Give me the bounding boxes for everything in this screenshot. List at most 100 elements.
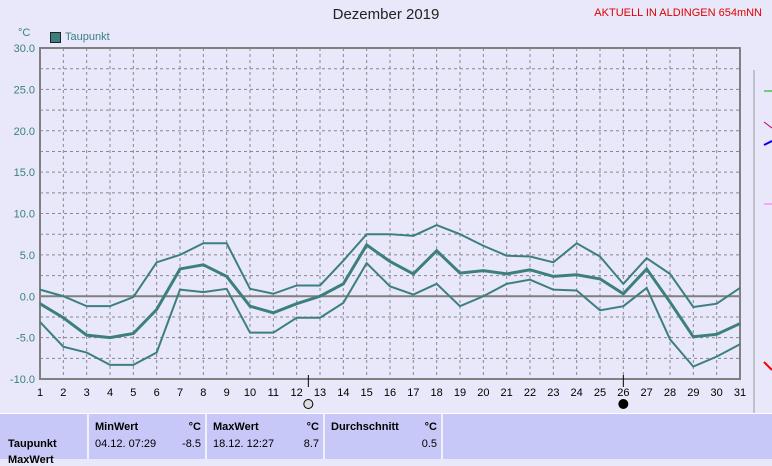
x-tick-label: 14	[337, 387, 349, 399]
data-point	[366, 262, 368, 264]
data-point	[389, 233, 391, 235]
y-tick-label: -10.0	[10, 374, 35, 386]
data-point	[716, 356, 718, 358]
data-point	[552, 261, 554, 263]
neighbor-line	[763, 361, 772, 371]
data-point	[39, 289, 41, 291]
stats-table: Taupunkt MaxWert MinWert °C 04.12. 07:29…	[0, 413, 772, 466]
data-point	[132, 332, 134, 334]
data-point	[272, 293, 274, 295]
x-tick-label: 9	[224, 387, 230, 399]
x-tick-label: 12	[291, 387, 303, 399]
data-point	[389, 285, 391, 287]
chart-area: 30.025.020.015.010.05.00.0-5.0-10.01 2 3 4 5…	[10, 43, 772, 413]
y-tick-label: 30.0	[14, 43, 35, 55]
data-point	[412, 273, 414, 275]
data-point	[342, 302, 344, 304]
data-point	[272, 332, 274, 334]
data-point	[739, 343, 741, 345]
new-moon-icon	[618, 399, 629, 409]
data-point	[552, 289, 554, 291]
data-point	[249, 305, 251, 307]
data-point	[226, 242, 228, 244]
x-tick-label: 8	[200, 387, 206, 399]
x-tick-label: 28	[664, 387, 676, 399]
data-point	[132, 296, 134, 298]
data-point	[716, 303, 718, 305]
station-label: AKTUELL IN ALDINGEN 654mNN	[594, 7, 762, 19]
data-point	[156, 352, 158, 354]
data-point	[342, 283, 344, 285]
data-point	[622, 283, 624, 285]
data-point	[576, 242, 578, 244]
x-tick-label: 5	[130, 387, 136, 399]
data-point	[669, 301, 671, 303]
y-tick-label: -5.0	[16, 333, 35, 345]
data-point	[202, 291, 204, 293]
data-point	[576, 289, 578, 291]
data-point	[459, 233, 461, 235]
data-point	[296, 303, 298, 305]
data-point	[669, 338, 671, 340]
data-point	[156, 261, 158, 263]
y-tick-label: 5.0	[20, 250, 35, 262]
data-point	[62, 295, 64, 297]
data-point	[62, 317, 64, 319]
data-point	[506, 283, 508, 285]
data-point	[506, 255, 508, 257]
data-point	[412, 235, 414, 237]
data-point	[249, 332, 251, 334]
max-cell: MaxWert °C 18.12. 12:27 8.7	[205, 414, 323, 459]
x-tick-label: 10	[244, 387, 256, 399]
avg-cell: Durchschnitt °C 0.5	[323, 414, 443, 459]
x-tick-label: 25	[594, 387, 606, 399]
data-point	[436, 283, 438, 285]
avg-header: Durchschnitt	[331, 421, 399, 433]
x-tick-label: 21	[501, 387, 513, 399]
data-point	[692, 366, 694, 368]
x-tick-label: 17	[407, 387, 419, 399]
x-tick-label: 13	[314, 387, 326, 399]
x-tick-label: 11	[268, 387, 279, 399]
data-point	[109, 364, 111, 366]
data-point	[436, 224, 438, 226]
data-point	[226, 288, 228, 290]
x-tick-label: 7	[177, 387, 183, 399]
x-tick-label: 23	[547, 387, 559, 399]
max-value: 8.7	[303, 438, 319, 450]
data-point	[692, 336, 694, 338]
data-point	[319, 317, 321, 319]
data-point	[716, 333, 718, 335]
data-point	[179, 254, 181, 256]
data-point	[132, 364, 134, 366]
data-point	[342, 260, 344, 262]
data-point	[692, 306, 694, 308]
x-tick-label: 26	[617, 387, 629, 399]
data-point	[109, 305, 111, 307]
data-point	[482, 245, 484, 247]
data-point	[86, 305, 88, 307]
data-point	[296, 317, 298, 319]
data-point	[506, 273, 508, 275]
x-tick-label: 18	[431, 387, 443, 399]
data-point	[599, 309, 601, 311]
data-point	[622, 305, 624, 307]
data-point	[366, 233, 368, 235]
max-header: MaxWert	[213, 421, 259, 433]
data-point	[739, 287, 741, 289]
data-point	[739, 323, 741, 325]
x-tick-label: 20	[477, 387, 489, 399]
data-point	[576, 274, 578, 276]
x-tick-label: 6	[154, 387, 160, 399]
data-point	[319, 295, 321, 297]
y-tick-label: 0.0	[20, 291, 35, 303]
x-tick-label: 19	[454, 387, 466, 399]
full-moon-icon	[303, 399, 314, 409]
x-tick-label: 31	[734, 387, 746, 399]
data-point	[62, 346, 64, 348]
x-tick-label: 3	[84, 387, 90, 399]
avg-unit: °C	[424, 421, 437, 433]
data-point	[599, 256, 601, 258]
data-point	[599, 278, 601, 280]
data-point	[529, 256, 531, 258]
